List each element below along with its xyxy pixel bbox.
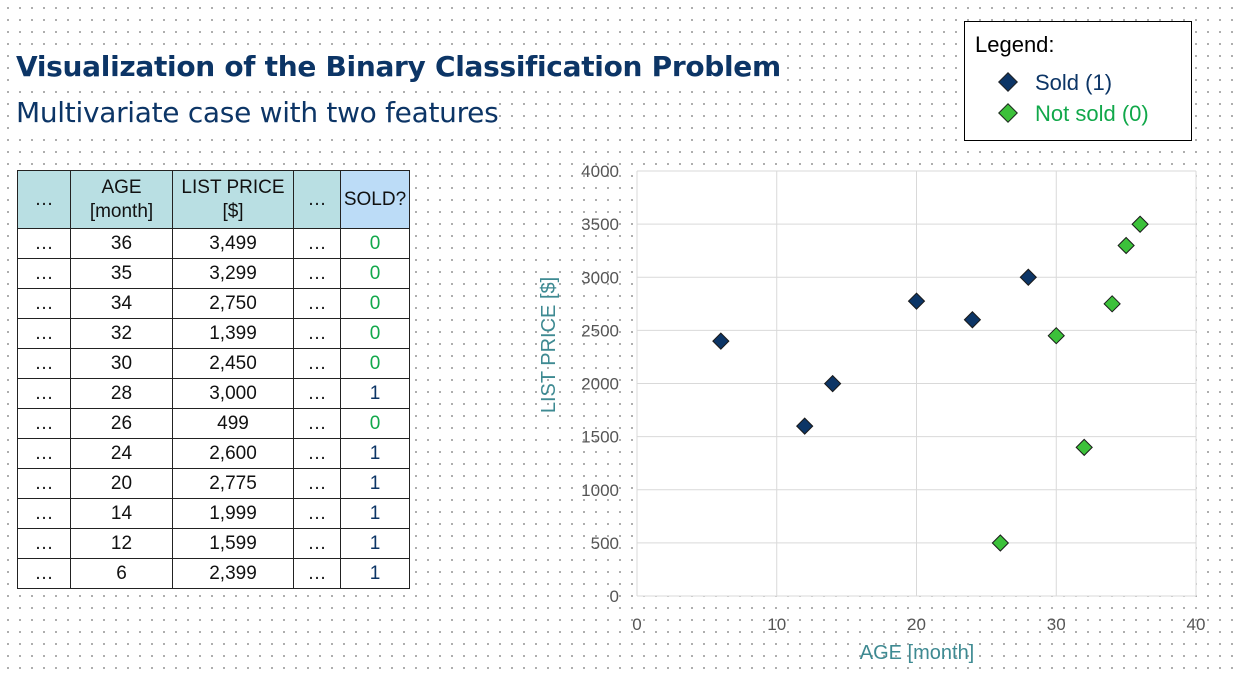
legend-label-sold: Sold (1): [1035, 70, 1113, 95]
table-cell: 0: [340, 288, 410, 319]
table-cell: 28: [70, 378, 173, 409]
legend-title: Legend:: [975, 32, 1055, 57]
data-point-sold: [907, 292, 926, 310]
table-cell: 14: [70, 498, 173, 529]
table-row: … 20 2,775… 1: [17, 468, 410, 499]
data-point-sold: [963, 311, 982, 329]
table-cell: 2,399: [172, 558, 294, 589]
column-header-sold: SOLD?: [340, 170, 410, 229]
table-cell: 0: [340, 348, 410, 379]
table-cell: 26: [70, 408, 173, 439]
table-cell: …: [293, 558, 341, 589]
data-point-sold: [712, 332, 730, 350]
data-point-not-sold: [991, 534, 1010, 552]
y-tick-label: 1000: [581, 481, 619, 500]
table-row: … 12 1,599… 1: [17, 528, 410, 559]
table-cell: 0: [340, 228, 410, 259]
x-axis-ticks: 0 10 20 30 40: [632, 615, 1205, 634]
table-cell: 2,750: [172, 288, 294, 319]
table-cell: 1: [340, 498, 410, 529]
y-axis-label: LIST PRICE [$]: [538, 277, 560, 413]
y-axis-ticks: 0 500 1000 1500 2000 2500 3000 3500 4000: [581, 162, 619, 606]
table-cell: 1: [340, 528, 410, 559]
table-row: … 24 2,600… 1: [17, 438, 410, 469]
data-point-not-sold: [1103, 295, 1121, 313]
data-point-sold: [795, 417, 814, 435]
table-cell: 1: [340, 558, 410, 589]
table-cell: 2,450: [172, 348, 294, 379]
column-header-ellipsis: …: [17, 170, 71, 229]
table-row: … 28 3,000… 1: [17, 378, 410, 409]
table-header-row: … AGE [month] LIST PRICE [$] … SOLD?: [17, 170, 410, 229]
y-tick-label: 3000: [581, 268, 619, 287]
table-cell: …: [17, 258, 71, 289]
table-cell: …: [17, 528, 71, 559]
table-cell: 12: [70, 528, 173, 559]
table-cell: 1,999: [172, 498, 294, 529]
table-cell: …: [293, 498, 341, 529]
x-tick-label: 0: [632, 615, 641, 634]
table-cell: …: [17, 408, 71, 439]
table-cell: 499: [172, 408, 294, 439]
y-tick-label: 0: [610, 587, 619, 606]
data-table: … AGE [month] LIST PRICE [$] … SOLD? … 36 3,…: [17, 170, 410, 589]
x-axis-label: AGE [month]: [860, 642, 975, 664]
page-title: Visualization of the Binary Classificati…: [16, 50, 781, 83]
table-cell: 1,599: [172, 528, 294, 559]
y-tick-label: 2500: [581, 321, 619, 340]
table-cell: 0: [340, 258, 410, 289]
x-tick-label: 40: [1187, 615, 1206, 634]
x-tick-label: 10: [767, 615, 786, 634]
table-cell: …: [293, 378, 341, 409]
data-point-not-sold: [1131, 215, 1149, 233]
legend-label-not-sold: Not sold (0): [1035, 101, 1149, 126]
table-body: … 36 3,499… 0… 35 3,299… 0… 34 2,750… 0… 32 1,399… 0…: [17, 228, 410, 589]
y-tick-label: 3500: [581, 215, 619, 234]
data-point-sold: [1019, 268, 1038, 286]
table-cell: …: [293, 258, 341, 289]
table-cell: 6: [70, 558, 173, 589]
x-tick-label: 20: [907, 615, 926, 634]
table-cell: …: [17, 228, 71, 259]
table-row: … 30 2,450… 0: [17, 348, 410, 379]
column-header-age: AGE [month]: [70, 170, 173, 229]
table-cell: …: [293, 468, 341, 499]
table-row: … 6 2,399… 1: [17, 558, 410, 589]
table-cell: …: [17, 558, 71, 589]
table-row: … 35 3,299… 0: [17, 258, 410, 289]
table-cell: …: [293, 318, 341, 349]
table-cell: 3,499: [172, 228, 294, 259]
chart-gridlines: [636, 170, 1197, 597]
x-tick-label: 30: [1047, 615, 1066, 634]
table-cell: 1: [340, 438, 410, 469]
chart-points: [712, 215, 1149, 552]
column-header-ellipsis: …: [293, 170, 341, 229]
table-cell: …: [17, 438, 71, 469]
table-cell: …: [17, 468, 71, 499]
data-point-not-sold: [1117, 236, 1135, 255]
data-point-not-sold: [1075, 438, 1093, 457]
table-cell: 1: [340, 468, 410, 499]
y-tick-label: 1500: [581, 428, 619, 447]
table-cell: 1: [340, 378, 410, 409]
table-cell: 2,600: [172, 438, 294, 469]
column-header-list-price: LIST PRICE [$]: [172, 170, 294, 229]
chart-legend: Legend: Sold (1) Not sold (0): [964, 21, 1192, 141]
y-tick-label: 4000: [581, 162, 619, 181]
table-cell: 3,299: [172, 258, 294, 289]
table-row: … 26 499… 0: [17, 408, 410, 439]
data-point-not-sold: [1047, 326, 1065, 345]
page-subtitle: Multivariate case with two features: [16, 96, 499, 129]
table-cell: …: [293, 348, 341, 379]
y-tick-label: 2000: [581, 375, 619, 394]
y-tick-label: 500: [591, 534, 619, 553]
data-point-sold: [823, 374, 842, 393]
